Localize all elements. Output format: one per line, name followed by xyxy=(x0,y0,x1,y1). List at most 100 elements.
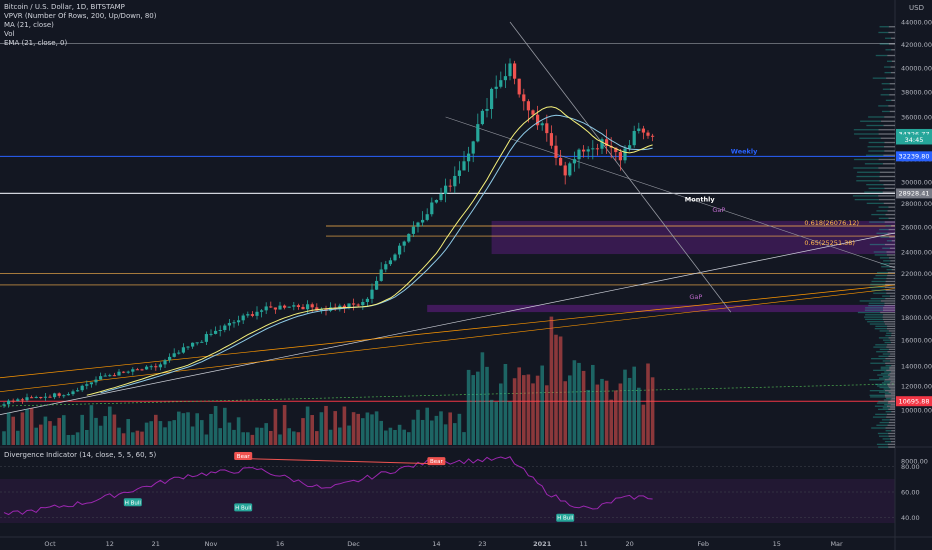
indicator-ma[interactable]: MA (21, close) xyxy=(4,21,54,29)
volume-bar xyxy=(259,427,264,445)
vpvr-bar-down xyxy=(891,49,895,51)
volume-bar xyxy=(503,363,508,445)
volume-bar xyxy=(163,427,167,445)
vpvr-bar-down xyxy=(889,295,895,297)
volume-bar xyxy=(614,390,618,445)
osc-tick-label: 80.00 xyxy=(901,463,920,471)
volume-bar xyxy=(402,429,406,445)
indicator-vpvr[interactable]: VPVR (Number Of Rows, 200, Up/Down, 80) xyxy=(4,12,157,20)
vpvr-bar-up xyxy=(879,257,889,259)
vpvr-bar-up xyxy=(876,402,888,404)
bear-divergence-line xyxy=(243,458,437,465)
volume-bar xyxy=(535,375,540,445)
vpvr-bar-down xyxy=(890,66,895,68)
candle-body xyxy=(388,260,392,265)
vpvr-bar-up xyxy=(884,71,891,74)
candle-body xyxy=(480,110,484,125)
candle-body xyxy=(522,94,526,102)
candle-body xyxy=(273,307,277,310)
volume-bar xyxy=(494,401,498,445)
signal-label: H Bull xyxy=(235,505,252,511)
volume-bar xyxy=(131,432,135,445)
candle-body xyxy=(76,390,80,392)
candle-body xyxy=(490,88,494,109)
vpvr-bar-down xyxy=(880,137,895,139)
volume-bar xyxy=(545,385,549,445)
candle-body xyxy=(453,175,457,187)
candle-body xyxy=(628,145,632,149)
price-tick-label: 16000.00 xyxy=(901,337,932,345)
vpvr-bar-up xyxy=(879,386,889,389)
vpvr-bar-down xyxy=(886,405,895,407)
vpvr-bar-down xyxy=(891,397,895,400)
volume-bar xyxy=(186,412,190,445)
vpvr-bar-down xyxy=(883,314,895,316)
vpvr-bar-down xyxy=(891,334,895,337)
volume-bar xyxy=(121,433,126,445)
signal-badge xyxy=(556,513,575,522)
price-tick-label: 22000.00 xyxy=(901,270,932,278)
volume-bar xyxy=(572,360,577,445)
volume-bar xyxy=(250,434,255,445)
vpvr-bar-down xyxy=(891,430,895,432)
vpvr-bar-down xyxy=(889,368,895,370)
volume-bar xyxy=(218,428,222,445)
vpvr-bar-down xyxy=(884,187,895,190)
vpvr-bar-up xyxy=(882,438,891,440)
vpvr-bar-up xyxy=(882,247,890,249)
volume-bar xyxy=(411,419,416,445)
vpvr-bar-up xyxy=(879,228,889,231)
vpvr-bar-up xyxy=(875,54,888,57)
volume-bar xyxy=(103,416,107,445)
vpvr-bar-down xyxy=(878,129,895,131)
symbol-title[interactable]: Bitcoin / U.S. Dollar, 1D, BITSTAMP xyxy=(4,3,125,11)
vpvr-bar-up xyxy=(880,368,890,370)
candle-body xyxy=(384,264,388,270)
volume-bar xyxy=(577,362,581,445)
candle-body xyxy=(365,298,369,302)
candle-body xyxy=(531,110,535,115)
candle-body xyxy=(393,254,397,261)
candle-body xyxy=(218,329,222,331)
volume-bar xyxy=(172,420,176,445)
oscillator-title[interactable]: Divergence Indicator (14, close, 5, 5, 6… xyxy=(4,451,157,459)
vpvr-bar-down xyxy=(888,446,895,448)
price-tick-label: 28000.00 xyxy=(901,200,932,208)
volume-bar xyxy=(315,431,319,445)
vpvr-bar-up xyxy=(881,266,890,268)
candle-body xyxy=(582,149,586,152)
volume-bar xyxy=(85,429,89,445)
candle-body xyxy=(614,147,618,153)
vpvr-bar-down xyxy=(888,377,895,379)
candle-body xyxy=(232,322,236,324)
volume-bar xyxy=(591,364,595,445)
vpvr-bar-up xyxy=(872,416,887,418)
volume-bar xyxy=(471,375,475,445)
volume-bar xyxy=(255,427,259,445)
vpvr-bar-up xyxy=(868,150,885,152)
vpvr-bar-up xyxy=(877,385,888,387)
volume-bar xyxy=(269,430,273,445)
vpvr-bar-down xyxy=(885,396,895,398)
vpvr-bar-down xyxy=(881,120,895,122)
price-tick-label: 10000.00 xyxy=(901,407,932,415)
volume-bar xyxy=(568,375,572,445)
vpvr-bar-down xyxy=(884,221,895,223)
indicator-vol[interactable]: Vol xyxy=(4,30,15,38)
vpvr-bar-up xyxy=(884,341,891,344)
volume-bar xyxy=(581,370,586,445)
vpvr-bar-down xyxy=(882,316,895,318)
indicator-ema[interactable]: EMA (21, close, 0) xyxy=(4,39,68,47)
vpvr-bar-down xyxy=(888,26,895,28)
osc-tick-label: 40.00 xyxy=(901,514,920,522)
vpvr-bar-up xyxy=(882,407,891,409)
vpvr-bar-up xyxy=(882,339,891,341)
candle-body xyxy=(375,280,379,290)
vpvr-bar-down xyxy=(887,424,895,426)
volume-bar xyxy=(301,418,305,445)
candle-body xyxy=(48,396,52,398)
price-tick-label: 14000.00 xyxy=(901,363,932,371)
volume-bar xyxy=(94,417,98,445)
